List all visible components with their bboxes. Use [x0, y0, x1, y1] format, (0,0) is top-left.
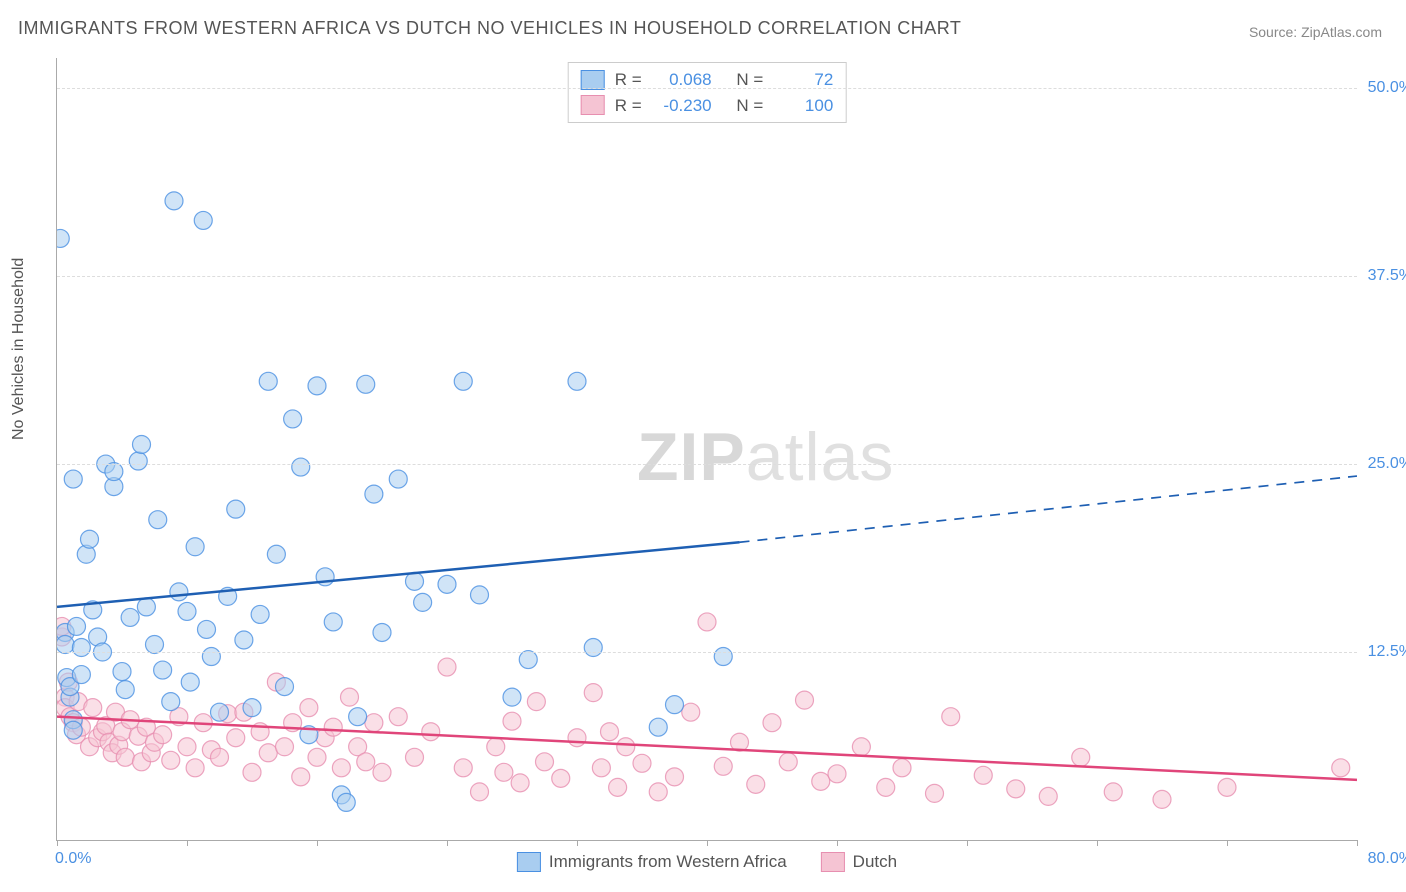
swatch-series2-b: [821, 852, 845, 872]
x-tick-mark: [447, 840, 448, 846]
x-tick-mark: [1357, 840, 1358, 846]
x-tick-mark: [577, 840, 578, 846]
y-tick-label: 37.5%: [1368, 267, 1406, 285]
y-axis-label: No Vehicles in Household: [10, 258, 28, 440]
legend-series: Immigrants from Western Africa Dutch: [517, 852, 897, 872]
x-tick-mark: [1227, 840, 1228, 846]
legend-item-series1: Immigrants from Western Africa: [517, 852, 787, 872]
x-tick-mark: [967, 840, 968, 846]
swatch-series1-b: [517, 852, 541, 872]
scatter-chart: ZIPatlas R = 0.068 N = 72 R = -0.230 N =…: [56, 58, 1357, 841]
x-tick-mark: [57, 840, 58, 846]
y-tick-label: 12.5%: [1368, 643, 1406, 661]
legend-item-series2: Dutch: [821, 852, 897, 872]
gridline: [57, 464, 1357, 465]
legend-label-2: Dutch: [853, 852, 897, 872]
x-tick-mark: [317, 840, 318, 846]
legend-label-1: Immigrants from Western Africa: [549, 852, 787, 872]
x-right-label: 80.0%: [1368, 850, 1406, 868]
gridline: [57, 276, 1357, 277]
x-tick-mark: [707, 840, 708, 846]
chart-source: Source: ZipAtlas.com: [1249, 24, 1382, 40]
gridline: [57, 88, 1357, 89]
x-tick-mark: [187, 840, 188, 846]
plot-svg: [57, 58, 1357, 840]
y-tick-label: 50.0%: [1368, 79, 1406, 97]
x-tick-mark: [837, 840, 838, 846]
y-tick-label: 25.0%: [1368, 455, 1406, 473]
x-tick-mark: [1097, 840, 1098, 846]
x-left-label: 0.0%: [55, 850, 91, 868]
chart-title: IMMIGRANTS FROM WESTERN AFRICA VS DUTCH …: [18, 18, 961, 39]
gridline: [57, 652, 1357, 653]
